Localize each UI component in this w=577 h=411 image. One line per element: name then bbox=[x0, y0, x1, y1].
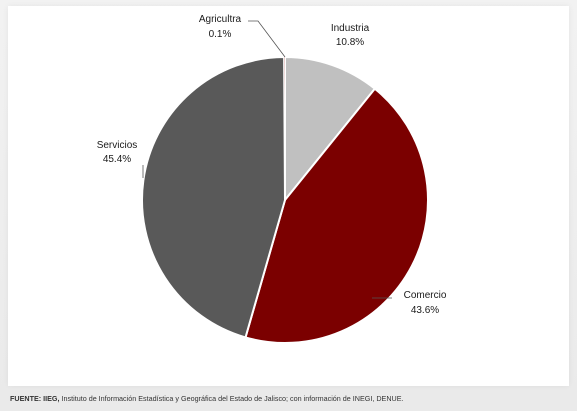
slice-value-industria: 10.8% bbox=[336, 37, 364, 48]
pie-slice-industria bbox=[284, 55, 377, 203]
pie-slices bbox=[141, 55, 429, 344]
slice-label-comercio: Comercio bbox=[404, 290, 447, 301]
slice-label-servicios: Servicios bbox=[97, 140, 138, 151]
source-prefix: FUENTE: IIEG, bbox=[10, 394, 60, 403]
slice-label-agricultra: Agricultra bbox=[199, 14, 242, 25]
leader-line-agricultra bbox=[248, 20, 286, 58]
slice-value-agricultra: 0.1% bbox=[209, 29, 232, 40]
pie-slice-comercio bbox=[244, 87, 429, 344]
slice-label-industria: Industria bbox=[331, 23, 370, 34]
slice-value-servicios: 45.4% bbox=[103, 154, 131, 165]
slice-value-comercio: 43.6% bbox=[411, 305, 439, 316]
pie-slice-servicios bbox=[141, 55, 287, 339]
source-note: FUENTE: IIEG, Instituto de Información E… bbox=[10, 394, 404, 403]
pie-leader-lines bbox=[142, 20, 392, 299]
source-text: Instituto de Información Estadística y G… bbox=[59, 394, 404, 403]
